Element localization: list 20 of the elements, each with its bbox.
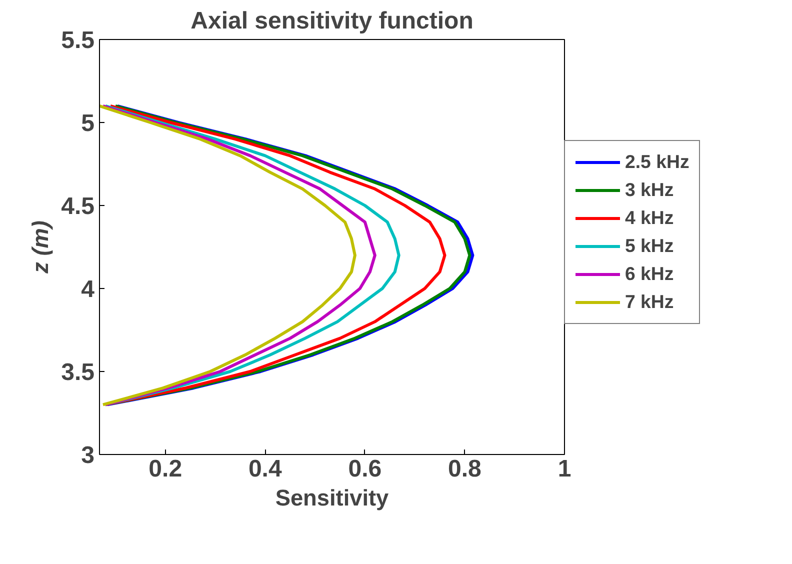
legend-label: 2.5 kHz — [625, 151, 690, 173]
chart-title: Axial sensitivity function — [190, 8, 474, 34]
legend-label: 5 kHz — [625, 235, 674, 257]
y-tick-label: 3 — [81, 442, 95, 469]
legend-label: 7 kHz — [625, 291, 674, 313]
x-tick-label: 0.8 — [448, 456, 482, 482]
legend-label: 6 kHz — [625, 263, 674, 285]
legend-label: 4 kHz — [625, 207, 674, 229]
y-tick-label: 3.5 — [61, 359, 95, 386]
x-tick-label: 0.6 — [348, 456, 382, 482]
y-tick-label: 5.5 — [61, 27, 95, 54]
y-tick-label: 5 — [81, 110, 95, 137]
legend-label: 3 kHz — [625, 179, 674, 201]
y-tick-label: 4.5 — [61, 193, 95, 220]
y-tick-label: 4 — [81, 276, 96, 303]
x-tick-label: 0.4 — [248, 456, 282, 482]
y-axis-title: z (m) — [27, 220, 54, 274]
x-tick-label: 0.2 — [148, 456, 182, 482]
x-axis-title: Sensitivity — [275, 484, 390, 510]
x-tick-label: 1 — [558, 456, 572, 482]
